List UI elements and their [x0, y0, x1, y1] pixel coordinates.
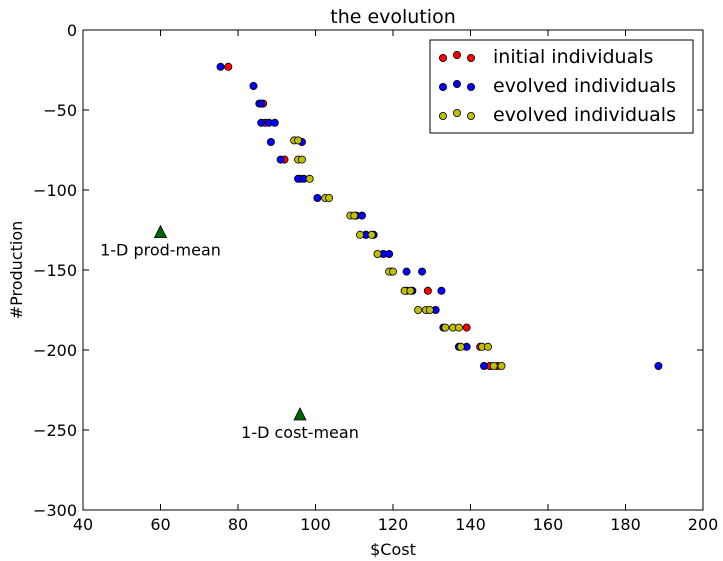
legend-marker-series-1 — [466, 54, 475, 63]
legend-label-initial: initial individuals — [493, 46, 653, 68]
data-point-series-2 — [266, 137, 275, 146]
legend-marker-series-3 — [452, 109, 461, 118]
y-tick-label: −200 — [33, 341, 77, 360]
data-point-series-2 — [216, 62, 225, 71]
data-point-series-2 — [418, 267, 427, 276]
x-tick-label: 80 — [228, 515, 248, 534]
data-point-series-2 — [437, 286, 446, 295]
x-tick-label: 40 — [73, 515, 93, 534]
y-tick-label: −250 — [33, 421, 77, 440]
y-tick-label: 0 — [67, 21, 77, 40]
data-point-series-3 — [305, 174, 314, 183]
legend-marker-series-2 — [466, 83, 475, 92]
x-tick-label: 100 — [300, 515, 331, 534]
annotation-triangle-marker — [153, 224, 168, 239]
x-tick-label: 120 — [378, 515, 409, 534]
data-point-series-3 — [441, 323, 450, 332]
chart-title: the evolution — [330, 6, 456, 28]
data-point-series-3 — [373, 249, 382, 258]
data-point-series-2 — [257, 118, 266, 127]
data-point-series-3 — [425, 305, 434, 314]
data-point-series-2 — [313, 193, 322, 202]
data-point-series-1 — [423, 286, 432, 295]
legend-label-evolved-blue: evolved individuals — [493, 75, 676, 97]
data-point-series-3 — [356, 230, 365, 239]
y-tick-label: −50 — [43, 101, 77, 120]
legend-marker-series-1 — [438, 54, 447, 63]
legend: initial individuals evolved individuals … — [429, 39, 694, 134]
legend-marker-series-3 — [438, 112, 447, 121]
data-point-series-3 — [456, 342, 465, 351]
data-point-series-3 — [297, 155, 306, 164]
data-point-series-2 — [654, 361, 663, 370]
annotation-triangle-marker — [293, 407, 307, 421]
data-point-series-2 — [357, 211, 366, 220]
legend-marker-series-1 — [452, 51, 461, 60]
data-point-series-1 — [462, 323, 471, 332]
data-point-series-3 — [489, 361, 498, 370]
annotation-label: 1-D prod-mean — [100, 241, 221, 260]
data-point-series-2 — [276, 155, 285, 164]
legend-marker-series-2 — [452, 80, 461, 89]
annotation-label: 1-D cost-mean — [241, 423, 359, 442]
y-axis-title: #Production — [7, 221, 26, 320]
data-point-series-3 — [483, 342, 492, 351]
data-point-series-3 — [350, 211, 359, 220]
legend-marker-series-2 — [438, 83, 447, 92]
x-tick-label: 60 — [150, 515, 170, 534]
y-tick-label: −300 — [33, 501, 77, 520]
x-tick-label: 140 — [455, 515, 486, 534]
x-tick-label: 200 — [688, 515, 719, 534]
data-point-series-3 — [414, 305, 423, 314]
plot-area: 40 60 80 100 120 140 160 180 200 0 −50 −100 −150 −200… — [33, 21, 718, 534]
data-point-series-3 — [497, 361, 506, 370]
y-tick-label: −100 — [33, 181, 77, 200]
y-tick-label: −150 — [33, 261, 77, 280]
data-point-series-3 — [367, 230, 376, 239]
x-axis-title: $Cost — [370, 540, 416, 559]
data-point-series-2 — [249, 82, 258, 91]
data-point-series-2 — [385, 249, 394, 258]
data-point-series-2 — [257, 99, 266, 108]
data-point-series-3 — [294, 136, 303, 145]
x-tick-label: 180 — [610, 515, 641, 534]
data-point-series-3 — [406, 286, 415, 295]
data-point-series-2 — [402, 267, 411, 276]
legend-marker-series-3 — [466, 112, 475, 121]
data-point-series-3 — [325, 193, 334, 202]
data-point-series-1 — [224, 62, 233, 71]
data-point-series-2 — [270, 118, 279, 127]
data-point-series-3 — [454, 323, 463, 332]
data-point-series-3 — [388, 267, 397, 276]
legend-entries — [438, 51, 475, 121]
legend-label-evolved-yellow: evolved individuals — [493, 104, 676, 126]
x-tick-label: 160 — [533, 515, 564, 534]
data-point-series-2 — [480, 361, 489, 370]
